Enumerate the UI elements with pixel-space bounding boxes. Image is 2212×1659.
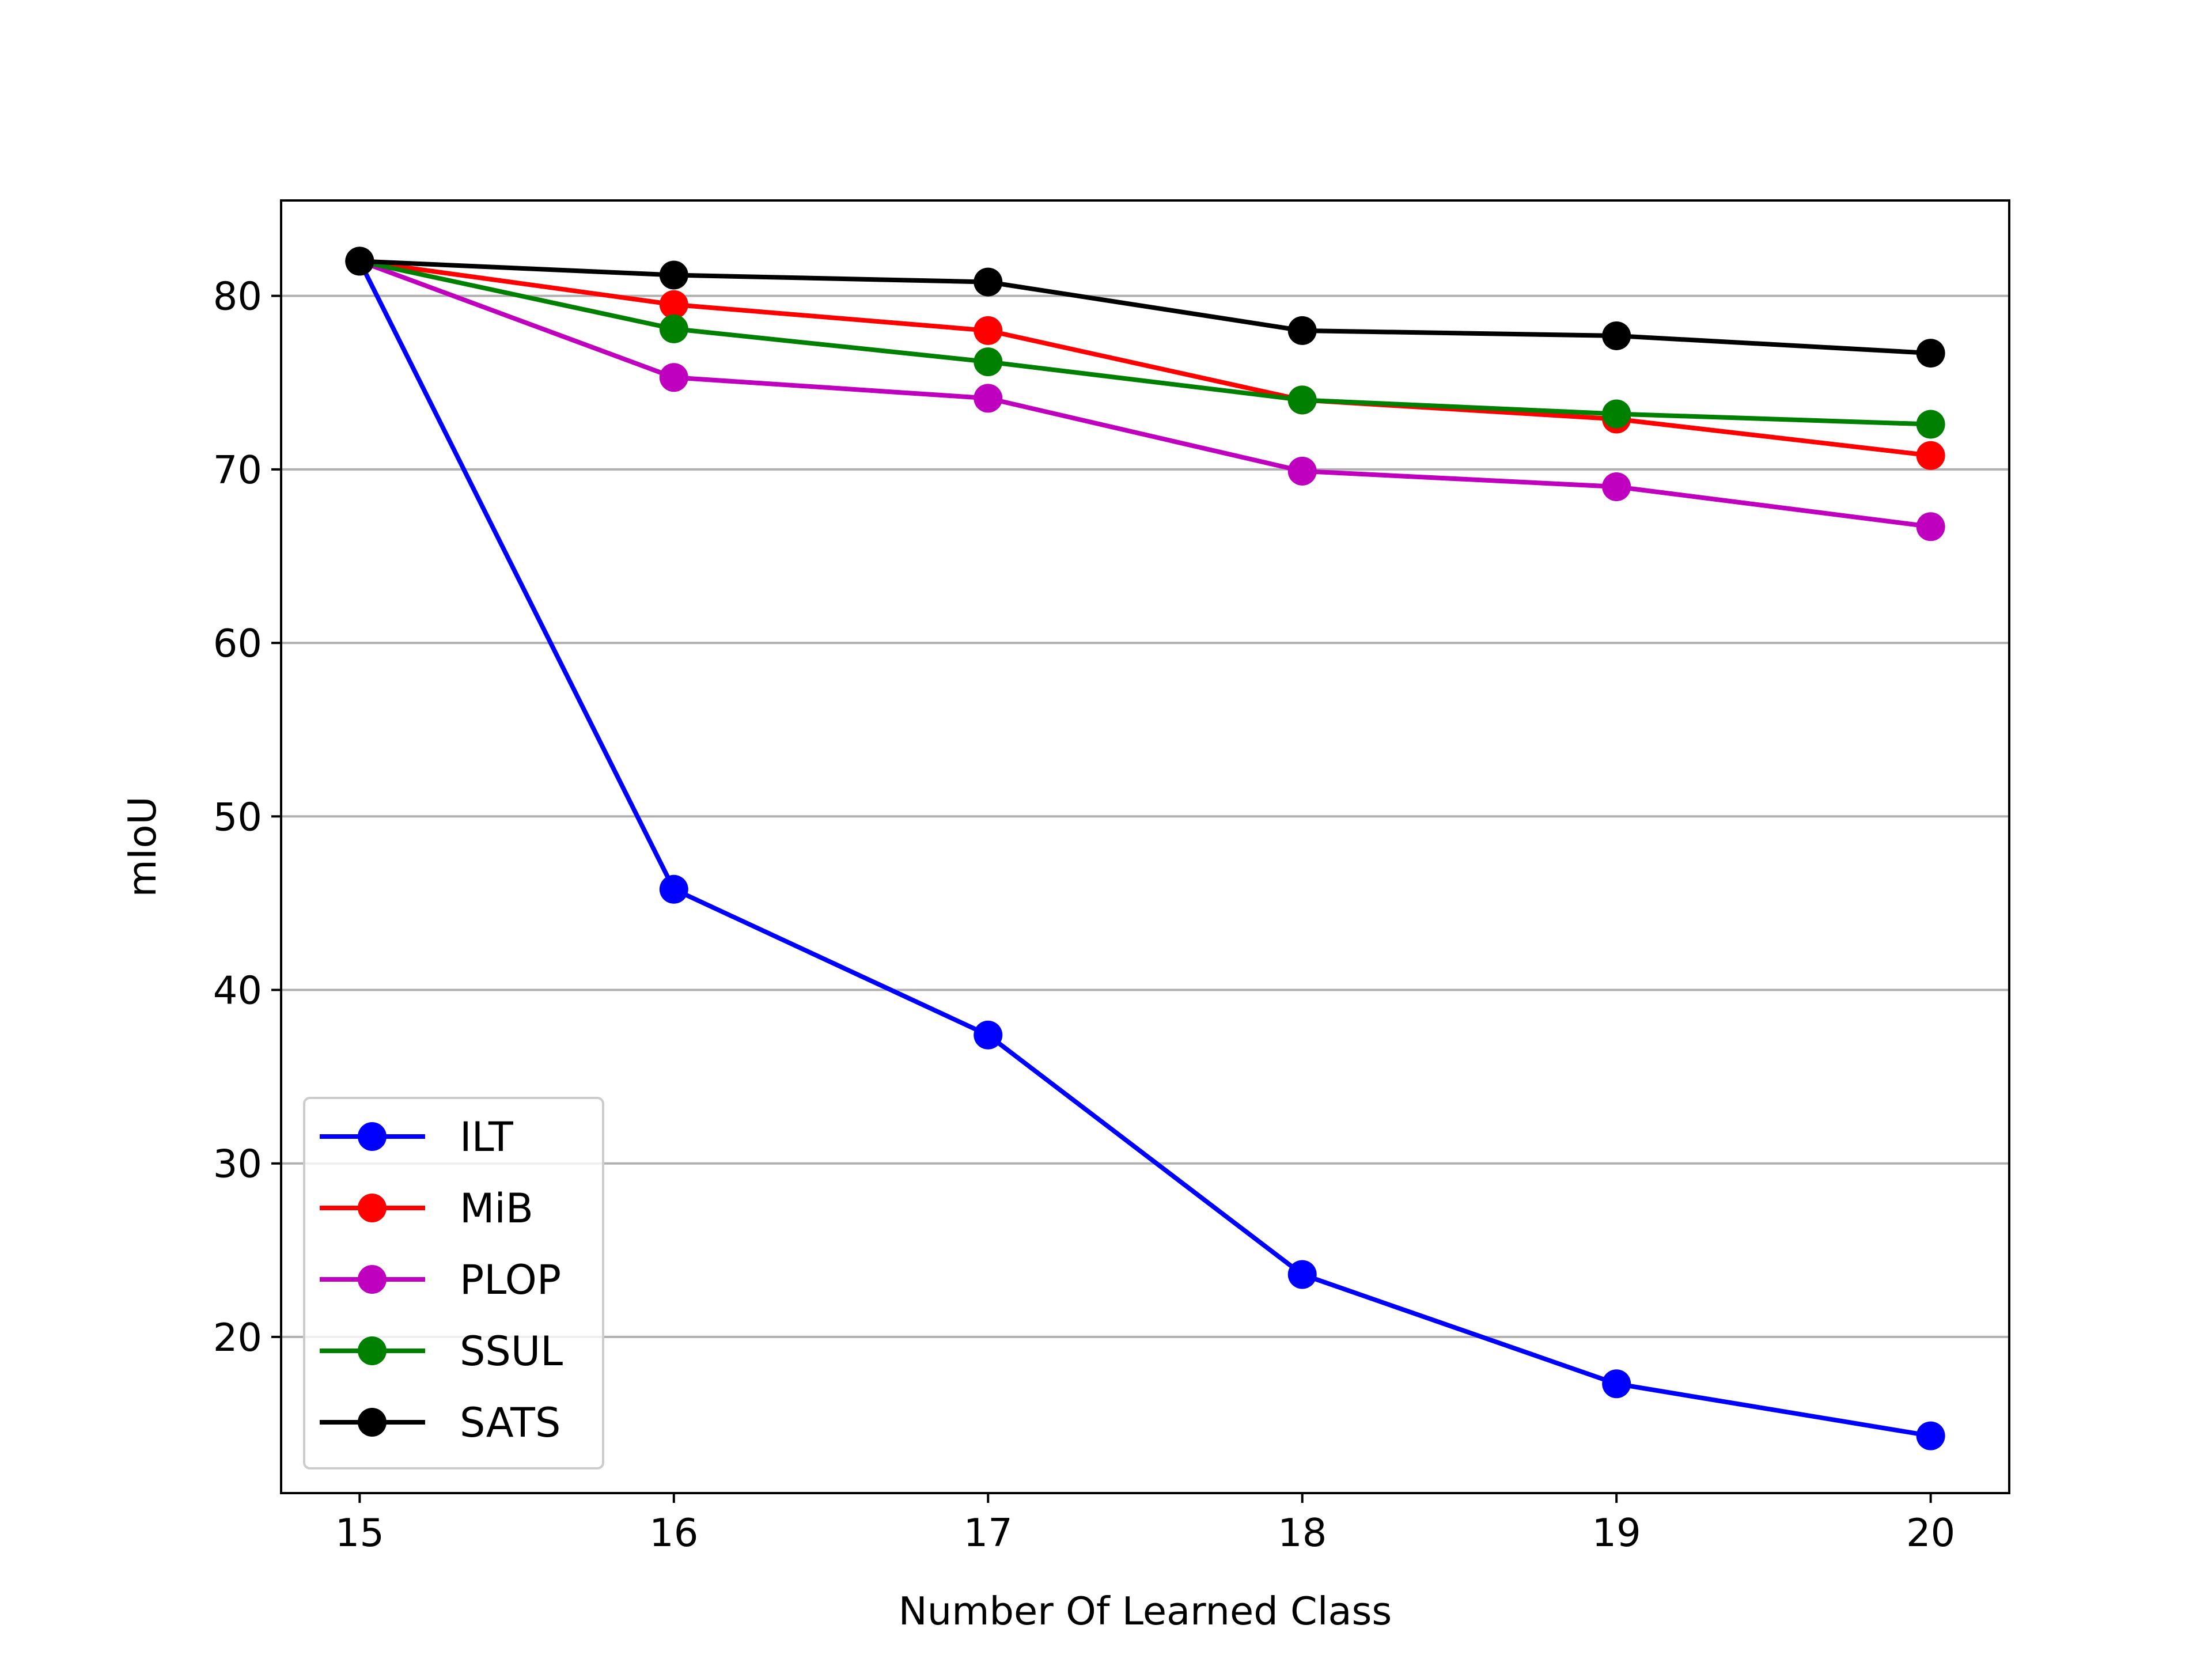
- series-sats: [345, 247, 1945, 368]
- series-line: [359, 259, 1931, 427]
- legend-item-sats: SATS: [320, 1399, 560, 1446]
- legend-item-mib: MiB: [320, 1185, 533, 1232]
- y-tick-label: 80: [213, 274, 262, 319]
- data-point: [1916, 339, 1945, 368]
- data-point: [1916, 441, 1945, 470]
- series-layer: [345, 247, 1945, 1450]
- series-line: [359, 259, 1931, 458]
- data-point: [974, 316, 1003, 345]
- y-tick-label: 50: [213, 794, 262, 839]
- y-axis-label: mIoU: [120, 796, 165, 897]
- axis-ticks: 20 30 40 50 60 70 80 15 16 17 18 19 20: [213, 274, 1956, 1555]
- data-point: [1287, 1260, 1317, 1289]
- legend-marker: [358, 1194, 387, 1222]
- legend-item-plop: PLOP: [320, 1256, 561, 1304]
- data-point: [974, 1020, 1003, 1050]
- series-line: [357, 260, 1931, 1438]
- data-point: [659, 314, 688, 343]
- data-point: [659, 874, 688, 904]
- y-tick-label: 20: [213, 1315, 262, 1360]
- legend-item-ilt: ILT: [320, 1113, 513, 1161]
- data-point: [1602, 1369, 1631, 1399]
- legend-box: [303, 1097, 604, 1469]
- x-tick-label: 15: [335, 1510, 384, 1555]
- series-line: [359, 259, 1931, 356]
- x-axis-label: Number Of Learned Class: [899, 1589, 1392, 1634]
- x-tick-label: 18: [1278, 1510, 1327, 1555]
- data-point: [1602, 321, 1631, 350]
- data-point: [659, 290, 688, 319]
- legend-marker: [358, 1408, 387, 1437]
- data-point: [659, 363, 688, 392]
- legend-label: SSUL: [460, 1328, 563, 1375]
- data-point: [1916, 512, 1945, 541]
- data-point: [974, 267, 1003, 297]
- series-line: [358, 259, 1931, 529]
- data-point: [1916, 410, 1945, 439]
- data-point: [1287, 316, 1317, 345]
- data-point: [345, 247, 374, 276]
- data-point: [1287, 456, 1317, 486]
- y-tick-label: 30: [213, 1142, 262, 1187]
- x-tick-label: 16: [649, 1510, 698, 1555]
- data-point: [974, 384, 1003, 413]
- y-tick-label: 40: [213, 968, 262, 1013]
- legend-marker: [358, 1122, 387, 1151]
- legend: ILT MiB PLOP SSUL SATS: [303, 1097, 604, 1469]
- legend-label: SATS: [460, 1399, 560, 1446]
- y-tick-label: 70: [213, 448, 262, 493]
- plot-frame: [280, 199, 2010, 1494]
- data-point: [1916, 1421, 1945, 1450]
- data-point: [1602, 472, 1631, 501]
- x-tick-label: 19: [1592, 1510, 1641, 1555]
- data-point: [659, 260, 688, 290]
- legend-label: ILT: [460, 1113, 513, 1161]
- data-point: [974, 347, 1003, 377]
- x-tick-label: 20: [1906, 1510, 1955, 1555]
- y-tick-label: 60: [213, 621, 262, 666]
- legend-label: MiB: [460, 1185, 533, 1232]
- x-tick-label: 17: [964, 1510, 1013, 1555]
- data-point: [1287, 385, 1317, 415]
- legend-item-ssul: SSUL: [320, 1328, 563, 1375]
- legend-label: PLOP: [460, 1256, 561, 1304]
- legend-marker: [358, 1265, 387, 1294]
- legend-marker: [358, 1336, 387, 1365]
- data-point: [1602, 399, 1631, 429]
